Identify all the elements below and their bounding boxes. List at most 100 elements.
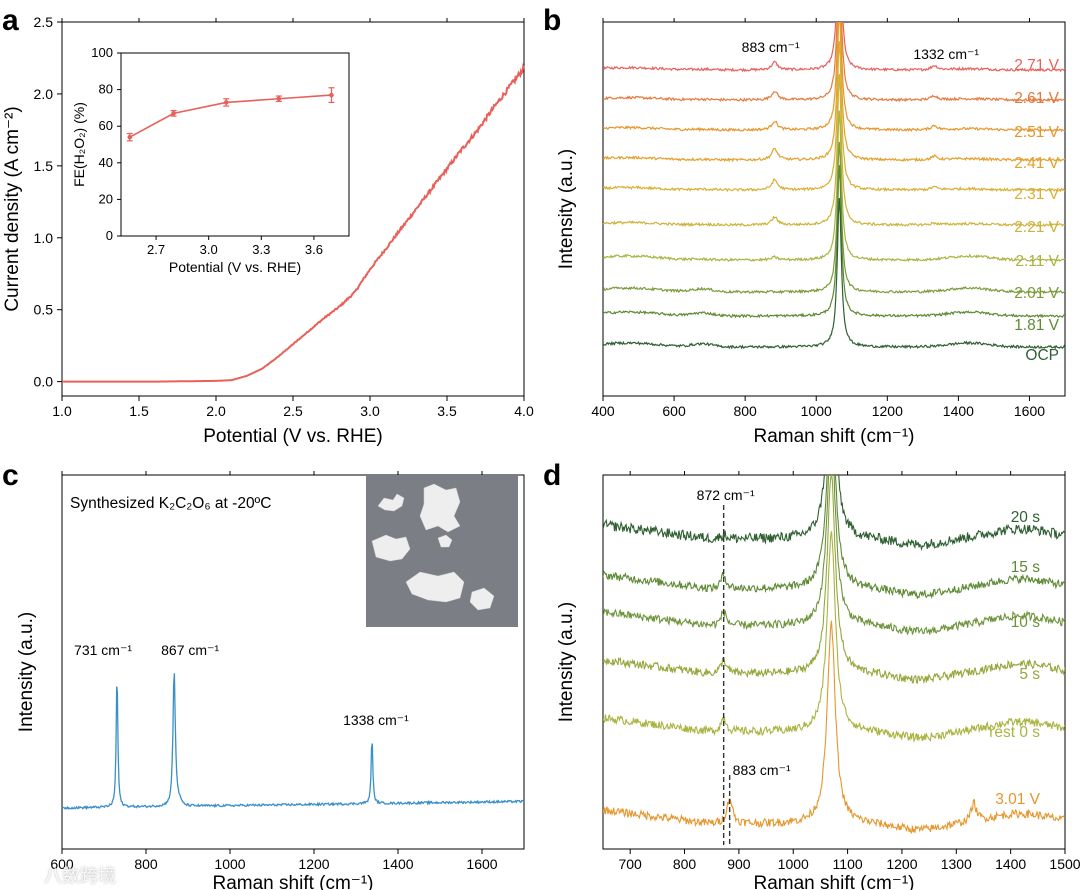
panel-c-xtick-label: 1000 — [214, 856, 245, 872]
panel-c-xtick-label: 1200 — [298, 856, 329, 872]
panel-d-spectrum-rest-0-s — [603, 531, 1065, 743]
panel-label-c: c — [2, 459, 19, 492]
crystal-photo — [366, 474, 518, 627]
panel-c-xtick-label: 1400 — [382, 856, 413, 872]
panel-b-spectrum-2-21-V — [603, 73, 1065, 228]
panel-b-spectrum-2-41-V — [603, 22, 1065, 163]
panel-a-xtick-label: 3.5 — [437, 403, 457, 419]
panel-b-xtick-label: 1200 — [872, 403, 903, 419]
panel-c-xtick-label: 600 — [50, 856, 74, 872]
panel-a-xtick-label: 1.0 — [52, 403, 72, 419]
panel-c-peak-label-1338: 1338 cm⁻¹ — [343, 712, 409, 728]
panel-d-spectrum-20-s — [603, 475, 1065, 552]
panel-d-spectrum-5-s — [603, 475, 1065, 685]
panel-a-inset-xlabel: Potential (V vs. RHE) — [169, 259, 301, 275]
panel-b-spectrum-1-81-V — [603, 165, 1065, 319]
panel-c-ylabel: Intensity (a.u.) — [16, 612, 37, 732]
panel-label-a: a — [2, 4, 19, 37]
panel-c-frame — [61, 474, 525, 850]
panel-d-xtick-label: 1000 — [778, 856, 809, 872]
panel-a-frame — [61, 21, 525, 397]
panel-d-trace-label: 10 s — [1011, 614, 1041, 631]
panel-c-title: Synthesized K₂C₂O₆ at -20ºC — [70, 495, 271, 512]
panel-b-xtick-label: 800 — [733, 403, 757, 419]
panel-a-xtick-label: 1.5 — [129, 403, 149, 419]
panel-b-trace-label: 2.61 V — [1014, 90, 1059, 107]
panel-a-xlabel: Potential (V vs. RHE) — [203, 426, 383, 447]
panel-b-ylabel: Intensity (a.u.) — [556, 149, 577, 269]
panel-d-trace-label: rest 0 s — [989, 724, 1040, 741]
panel-b-xtick-label: 600 — [662, 403, 686, 419]
panel-d-ylabel: Intensity (a.u.) — [556, 602, 577, 722]
panel-a-ytick-label: 2.5 — [34, 14, 54, 30]
panel-b-xlabel: Raman shift (cm⁻¹) — [754, 426, 915, 447]
panel-a-inset-point — [329, 92, 334, 98]
panel-d-trace-label: 5 s — [1019, 666, 1040, 683]
panel-d-xtick-label: 900 — [727, 856, 751, 872]
panel-d-spectrum-3-01-V — [603, 620, 1065, 835]
panel-c-peak-label-731: 731 cm⁻¹ — [74, 642, 132, 658]
panel-b-xtick-label: 1000 — [801, 403, 832, 419]
panel-a-inset-ytick-label: 20 — [99, 191, 113, 206]
panel-b-spectrum-2-31-V — [603, 41, 1065, 193]
panel-b-trace-label: 2.31 V — [1014, 186, 1059, 203]
panel-b-xtick-label: 1400 — [943, 403, 974, 419]
panel-d-spectrum-10-s — [603, 475, 1065, 635]
panel-a-inset-point — [171, 111, 176, 116]
panel-label-b: b — [543, 4, 561, 37]
panel-c-xlabel: Raman shift (cm⁻¹) — [213, 873, 374, 890]
panel-a-inset-ylabel: FE(H₂O₂) (%) — [71, 102, 87, 187]
panel-b-spectrum-2-61-V — [603, 22, 1065, 103]
panel-b-annotation-1332: 1332 cm⁻¹ — [913, 46, 979, 62]
panel-a-inset-xtick-label: 3.6 — [305, 242, 323, 257]
panel-a-inset-frame — [120, 52, 350, 237]
panel-b-trace-label: 2.01 V — [1014, 285, 1059, 302]
panel-b-annotation-883: 883 cm⁻¹ — [742, 39, 800, 55]
panel-c-xtick-label: 800 — [134, 856, 158, 872]
panel-b-spectrum-2-71-V — [603, 22, 1065, 73]
panel-b-spectrum-2-01-V — [603, 141, 1065, 295]
panel-d-xlabel: Raman shift (cm⁻¹) — [754, 873, 915, 890]
panel-a-inset-xtick-label: 3.0 — [200, 242, 218, 257]
panel-a-ytick-label: 1.0 — [34, 230, 54, 246]
panel-b-xtick-label: 1600 — [1014, 403, 1045, 419]
panel-a-inset-ytick-label: 100 — [91, 45, 113, 60]
panel-a-xtick-label: 3.0 — [360, 403, 380, 419]
panel-c-spectrum — [61, 673, 525, 811]
panel-a-ytick-label: 0.0 — [34, 374, 54, 390]
panel-d-trace-label: 15 s — [1011, 559, 1041, 576]
panel-b-spectrum-2-51-V — [603, 22, 1065, 133]
panel-a-inset-fe-line — [129, 94, 332, 138]
watermark: 八数跨境 — [44, 866, 116, 887]
panel-a-inset-ytick-label: 80 — [99, 82, 113, 97]
panel-c-peak-label-867: 867 cm⁻¹ — [161, 642, 219, 658]
panel-a-ytick-label: 0.5 — [34, 302, 54, 318]
panel-b-frame — [602, 21, 1066, 397]
panel-a-inset-point — [223, 100, 229, 105]
panel-label-d: d — [543, 459, 561, 492]
panel-d-annotation-883: 883 cm⁻¹ — [733, 762, 791, 778]
panel-b-spectrum-2-11-V — [603, 110, 1065, 263]
panel-a-inset-ytick-label: 0 — [106, 228, 113, 243]
panel-d-xtick-label: 1100 — [833, 856, 863, 872]
panel-a-xtick-label: 2.0 — [206, 403, 226, 419]
panel-b-trace-label: 2.11 V — [1015, 253, 1059, 270]
panel-d-xtick-label: 700 — [618, 856, 642, 872]
panel-a-ytick-label: 1.5 — [34, 158, 54, 174]
panel-b-trace-label: 1.81 V — [1014, 317, 1059, 334]
panel-a-xtick-label: 4.0 — [514, 403, 534, 419]
panel-d-xtick-label: 1500 — [1049, 856, 1080, 872]
panel-a-inset-xtick-label: 3.3 — [252, 242, 270, 257]
panel-c-xtick-label: 1600 — [466, 856, 497, 872]
panel-d-xtick-label: 1200 — [886, 856, 917, 872]
panel-a-ylabel: Current density (A cm⁻²) — [2, 106, 23, 311]
panel-a-inset-point — [276, 96, 282, 102]
panel-a-inset-ytick-label: 60 — [99, 118, 113, 133]
panel-a-inset-xtick-label: 2.7 — [147, 242, 165, 257]
panel-d-xtick-label: 1400 — [995, 856, 1026, 872]
panel-d-trace-label: 20 s — [1011, 509, 1041, 526]
panel-d-spectrum-15-s — [603, 475, 1065, 600]
panel-b-spectrum-OCP — [603, 197, 1065, 350]
panel-d-xtick-label: 800 — [673, 856, 697, 872]
